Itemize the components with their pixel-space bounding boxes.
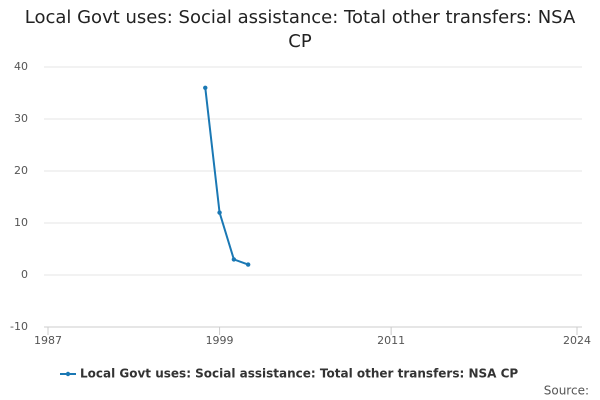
point [203, 85, 208, 91]
series-line [204, 87, 249, 266]
y-tick-label: 30 [14, 112, 28, 125]
y-tick-label: -10 [10, 320, 28, 333]
point [245, 262, 251, 267]
y-tick-label: 40 [14, 60, 28, 73]
x-tick-label: 2011 [377, 334, 405, 347]
legend-label: Local Govt uses: Social assistance: Tota… [80, 367, 518, 381]
point [217, 210, 222, 215]
y-tick-label: 10 [14, 216, 28, 229]
x-tick-label: 1999 [206, 334, 234, 347]
y-tick-label: 0 [21, 268, 28, 281]
point [231, 257, 237, 262]
source-label: Source: [544, 384, 589, 398]
y-tick-label: 20 [14, 164, 28, 177]
legend-dot [65, 371, 71, 377]
x-tick-label: 1987 [34, 334, 62, 347]
chart-title: Local Govt uses: Social assistance: Tota… [24, 7, 576, 52]
x-tick-label: 2024 [563, 334, 591, 347]
